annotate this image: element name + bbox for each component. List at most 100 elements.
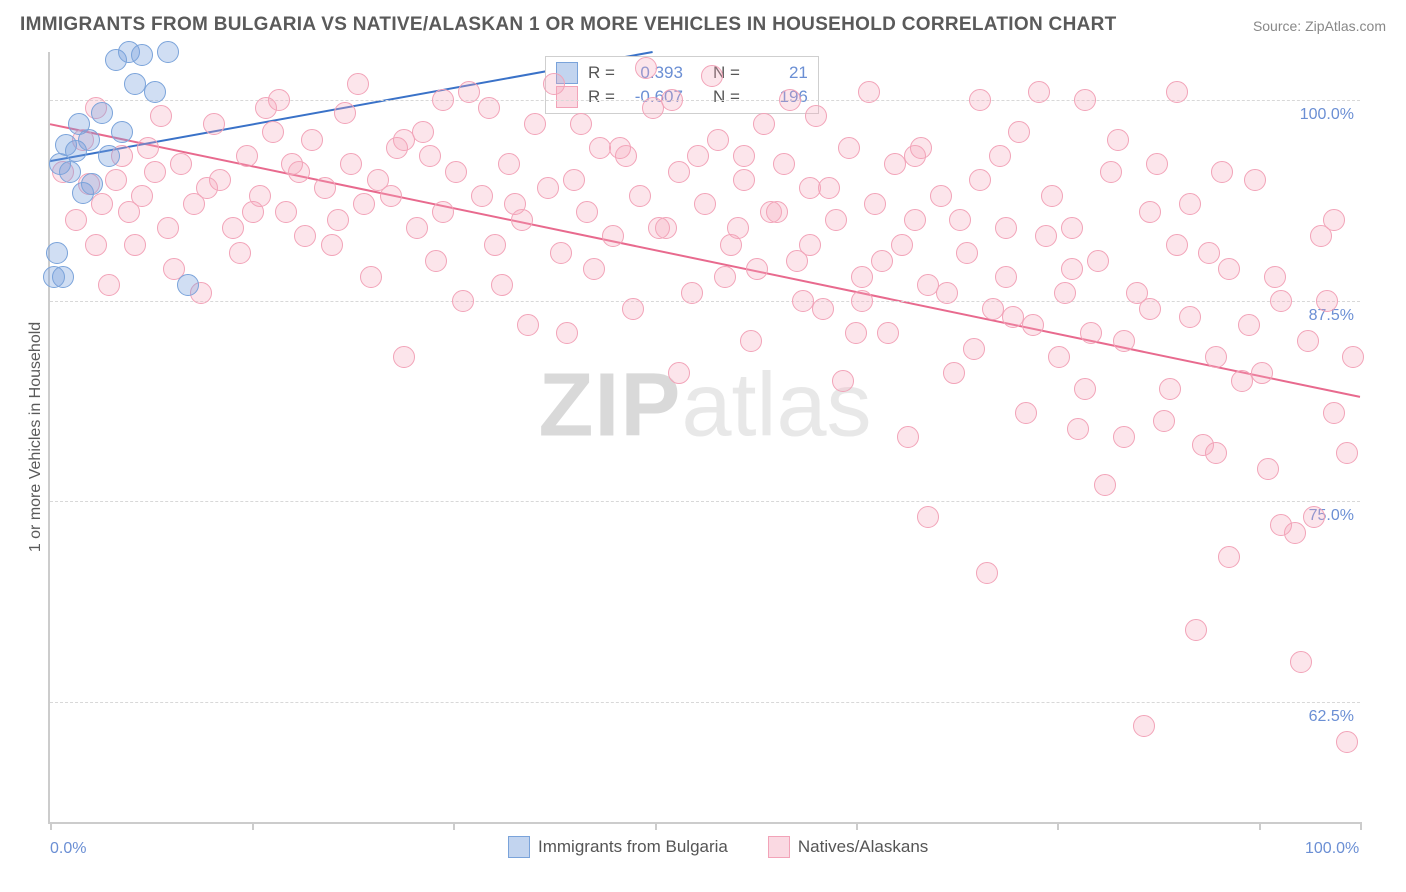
data-point: [609, 137, 631, 159]
data-point: [884, 153, 906, 175]
data-point: [635, 57, 657, 79]
data-point: [347, 73, 369, 95]
data-point: [236, 145, 258, 167]
data-point: [1179, 306, 1201, 328]
data-point: [1002, 306, 1024, 328]
plot-area: 1 or more Vehicles in Household ZIPatlas…: [48, 52, 1360, 824]
data-point: [1074, 89, 1096, 111]
data-point: [910, 137, 932, 159]
data-point: [995, 217, 1017, 239]
data-point: [891, 234, 913, 256]
data-point: [524, 113, 546, 135]
data-point: [91, 193, 113, 215]
series1-n-value: 21: [750, 61, 808, 85]
data-point: [851, 290, 873, 312]
data-point: [1139, 298, 1161, 320]
data-point: [687, 145, 709, 167]
data-point: [733, 145, 755, 167]
data-point: [353, 193, 375, 215]
data-point: [1244, 169, 1266, 191]
legend-label-series2: Natives/Alaskans: [798, 837, 928, 857]
data-point: [681, 282, 703, 304]
legend-label-series1: Immigrants from Bulgaria: [538, 837, 728, 857]
data-point: [380, 185, 402, 207]
data-point: [1139, 201, 1161, 223]
data-point: [1297, 330, 1319, 352]
data-point: [714, 266, 736, 288]
data-point: [81, 173, 103, 195]
data-point: [386, 137, 408, 159]
data-point: [976, 562, 998, 584]
data-point: [1061, 217, 1083, 239]
data-point: [1205, 442, 1227, 464]
data-point: [1015, 402, 1037, 424]
data-point: [1179, 193, 1201, 215]
data-point: [1166, 81, 1188, 103]
data-point: [858, 81, 880, 103]
data-point: [629, 185, 651, 207]
data-point: [727, 217, 749, 239]
data-point: [1218, 258, 1240, 280]
data-point: [498, 153, 520, 175]
data-point: [1061, 258, 1083, 280]
data-point: [91, 102, 113, 124]
x-tick: [252, 822, 254, 830]
data-point: [805, 105, 827, 127]
data-point: [242, 201, 264, 223]
data-point: [1342, 346, 1364, 368]
data-point: [989, 145, 1011, 167]
data-point: [956, 242, 978, 264]
data-point: [1303, 506, 1325, 528]
data-point: [1048, 346, 1070, 368]
data-point: [936, 282, 958, 304]
data-point: [1094, 474, 1116, 496]
data-point: [222, 217, 244, 239]
data-point: [65, 209, 87, 231]
x-tick: [1057, 822, 1059, 830]
data-point: [556, 322, 578, 344]
data-point: [137, 137, 159, 159]
data-point: [668, 362, 690, 384]
legend-item-series2: Natives/Alaskans: [768, 836, 928, 858]
data-point: [144, 81, 166, 103]
data-point: [1198, 242, 1220, 264]
x-tick: [655, 822, 657, 830]
data-point: [98, 145, 120, 167]
data-point: [812, 298, 834, 320]
data-point: [877, 322, 899, 344]
data-point: [917, 506, 939, 528]
data-point: [746, 258, 768, 280]
data-point: [897, 426, 919, 448]
data-point: [1100, 161, 1122, 183]
data-point: [1185, 619, 1207, 641]
data-point: [949, 209, 971, 231]
data-point: [792, 290, 814, 312]
data-point: [157, 217, 179, 239]
data-point: [301, 129, 323, 151]
data-point: [838, 137, 860, 159]
data-point: [131, 185, 153, 207]
data-point: [550, 242, 572, 264]
data-point: [825, 209, 847, 231]
bottom-legend: Immigrants from Bulgaria Natives/Alaskan…: [508, 836, 928, 858]
data-point: [425, 250, 447, 272]
gridline: [50, 100, 1360, 101]
data-point: [432, 201, 454, 223]
data-point: [393, 346, 415, 368]
data-point: [733, 169, 755, 191]
data-point: [963, 338, 985, 360]
data-point: [124, 234, 146, 256]
chart-title: IMMIGRANTS FROM BULGARIA VS NATIVE/ALASK…: [20, 14, 1117, 36]
data-point: [1080, 322, 1102, 344]
data-point: [602, 225, 624, 247]
data-point: [1336, 731, 1358, 753]
data-point: [766, 201, 788, 223]
swatch-blue-icon: [508, 836, 530, 858]
data-point: [98, 274, 120, 296]
chart-source: Source: ZipAtlas.com: [1253, 18, 1386, 34]
data-point: [59, 161, 81, 183]
data-point: [1211, 161, 1233, 183]
data-point: [1270, 290, 1292, 312]
data-point: [334, 102, 356, 124]
data-point: [321, 234, 343, 256]
